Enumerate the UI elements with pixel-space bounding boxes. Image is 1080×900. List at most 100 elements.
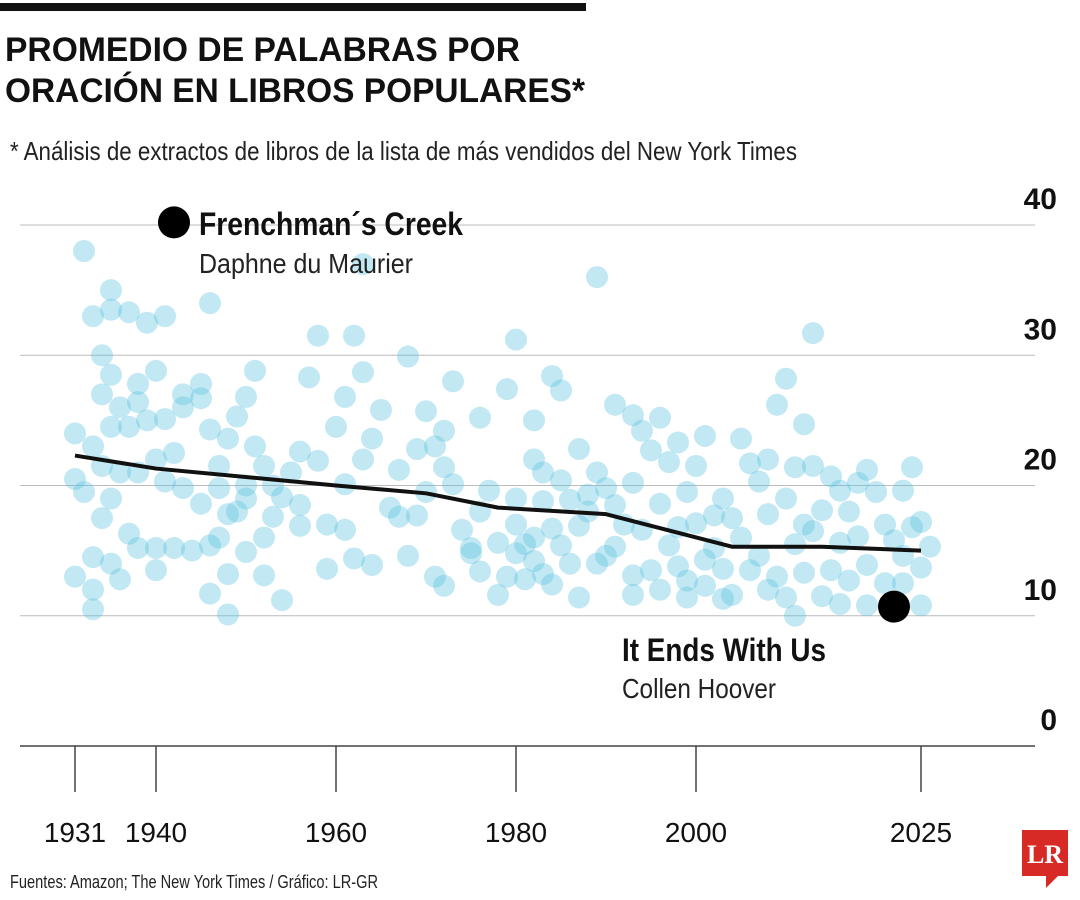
point <box>775 586 797 609</box>
point <box>127 391 149 414</box>
point <box>64 565 86 588</box>
point <box>856 458 878 481</box>
point <box>289 494 311 517</box>
point <box>838 500 860 523</box>
point <box>91 507 113 530</box>
point <box>199 292 221 315</box>
point <box>586 552 608 575</box>
point <box>505 487 527 510</box>
point <box>208 526 230 549</box>
point <box>262 505 284 528</box>
point <box>127 372 149 395</box>
point <box>496 565 518 588</box>
point <box>523 550 545 573</box>
point <box>73 240 95 263</box>
point <box>199 534 221 557</box>
point <box>721 507 743 530</box>
point <box>307 324 329 347</box>
point <box>244 435 266 458</box>
point <box>757 578 779 601</box>
point <box>532 490 554 513</box>
point <box>109 568 131 591</box>
point <box>712 587 734 610</box>
point <box>343 324 365 347</box>
point <box>793 561 815 584</box>
point <box>235 487 257 510</box>
point <box>568 514 590 537</box>
point <box>856 553 878 576</box>
logo-tail <box>1046 876 1058 888</box>
point <box>154 408 176 431</box>
top-bar <box>0 3 586 11</box>
point <box>181 539 203 562</box>
point <box>397 345 419 368</box>
point <box>712 557 734 580</box>
point <box>784 533 806 556</box>
x-tick-label: 2000 <box>665 817 727 848</box>
point <box>316 557 338 580</box>
point <box>325 415 347 438</box>
point <box>820 559 842 582</box>
point <box>748 470 770 493</box>
logo-box <box>1022 830 1068 876</box>
point <box>595 477 617 500</box>
point <box>505 513 527 536</box>
point <box>559 552 581 575</box>
point <box>802 454 824 477</box>
point <box>451 518 473 541</box>
point <box>919 535 941 558</box>
point <box>622 583 644 606</box>
point <box>208 454 230 477</box>
point <box>469 406 491 429</box>
point <box>874 513 896 536</box>
point <box>334 518 356 541</box>
point <box>541 573 563 596</box>
point <box>694 574 716 597</box>
trend-line <box>74 453 922 553</box>
point <box>235 540 257 563</box>
chart-title: ORACIÓN EN LIBROS POPULARES* <box>5 72 586 110</box>
point <box>352 361 374 384</box>
point <box>217 563 239 586</box>
point <box>712 487 734 510</box>
point <box>190 387 212 410</box>
y-tick-label: 40 <box>1024 183 1057 216</box>
point <box>676 481 698 504</box>
point <box>289 514 311 537</box>
point <box>910 594 932 617</box>
point <box>442 370 464 393</box>
point <box>73 481 95 504</box>
point <box>226 405 248 428</box>
x-tick-label: 1940 <box>125 817 187 848</box>
point <box>721 583 743 606</box>
point <box>352 253 374 276</box>
point <box>388 505 410 528</box>
point <box>226 500 248 523</box>
point <box>172 477 194 500</box>
point <box>784 604 806 627</box>
point <box>505 328 527 351</box>
annotation-title: Frenchman´s Creek <box>199 206 463 242</box>
point <box>811 585 833 608</box>
point <box>424 435 446 458</box>
y-tick-label: 0 <box>1040 704 1057 737</box>
chart-subtitle: * Análisis de extractos de libros de la … <box>10 136 797 166</box>
point <box>604 494 626 517</box>
point <box>640 559 662 582</box>
point <box>109 396 131 419</box>
point <box>82 305 104 328</box>
point <box>172 396 194 419</box>
point <box>127 537 149 560</box>
point <box>388 458 410 481</box>
point <box>793 413 815 436</box>
point <box>649 492 671 515</box>
point <box>334 473 356 496</box>
point <box>703 504 725 527</box>
point <box>550 379 572 402</box>
point <box>361 553 383 576</box>
point <box>685 512 707 535</box>
point <box>100 552 122 575</box>
point <box>235 474 257 497</box>
point <box>370 398 392 421</box>
point <box>586 461 608 484</box>
